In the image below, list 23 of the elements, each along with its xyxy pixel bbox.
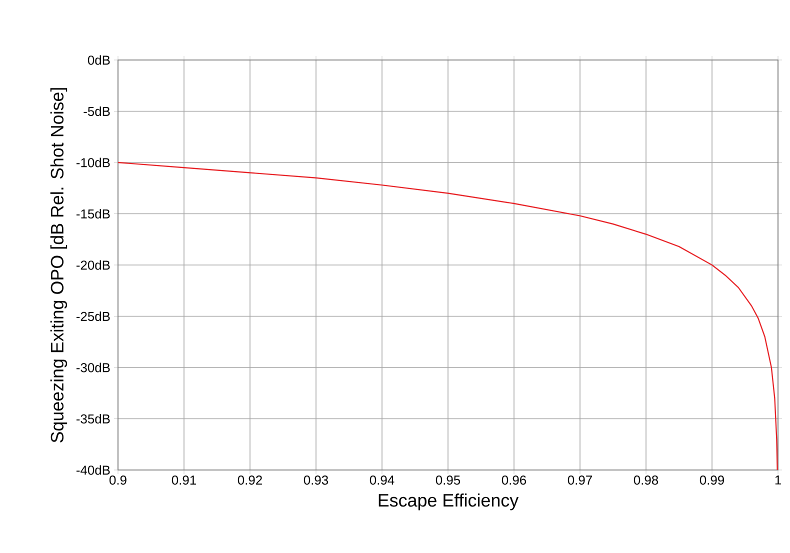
x-axis-title: Escape Efficiency: [378, 494, 519, 510]
y-tick-label: 0dB: [88, 55, 110, 65]
y-tick-label: -40dB: [76, 465, 110, 475]
x-tick-label: 1: [775, 476, 781, 484]
y-axis-title: Squeezing Exiting OPO [dB Rel. Shot Noise]: [50, 88, 68, 442]
y-tick-label: -20dB: [76, 260, 110, 270]
x-tick-label: 0.97: [568, 476, 592, 485]
x-tick-label: 0.99: [700, 476, 724, 485]
x-tick-label: 0.93: [304, 476, 328, 485]
y-tick-label: -10dB: [76, 158, 110, 168]
x-tick-label: 0.92: [238, 476, 262, 485]
y-tick-label: -35dB: [76, 414, 110, 424]
y-tick-label: -30dB: [76, 362, 110, 372]
line-series: [118, 162, 778, 470]
y-tick-label: -5dB: [84, 106, 110, 116]
x-tick-label: 0.9: [110, 476, 126, 485]
x-tick-label: 0.94: [370, 476, 394, 485]
x-tick-label: 0.91: [172, 476, 196, 485]
x-tick-label: 0.95: [436, 476, 460, 485]
x-tick-label: 0.96: [502, 476, 526, 485]
x-tick-label: 0.98: [634, 476, 658, 485]
y-tick-label: -25dB: [76, 311, 110, 321]
y-tick-label: -15dB: [76, 208, 110, 218]
